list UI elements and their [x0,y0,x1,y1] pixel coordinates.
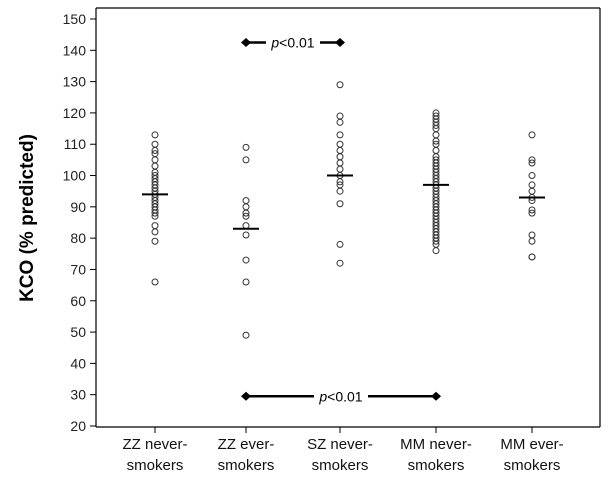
data-point [242,197,250,205]
data-point [242,231,250,239]
data-point [528,206,536,214]
data-point [151,222,159,230]
data-point [432,146,440,154]
data-point [336,159,344,167]
y-tick-label: 40 [70,355,86,371]
data-point [432,247,440,255]
x-tick-label: smokers [312,457,369,474]
data-point [336,240,344,248]
data-point [151,131,159,139]
data-point [432,121,440,129]
x-tick-label: smokers [127,457,184,474]
data-point [242,156,250,164]
data-point [151,228,159,236]
y-tick-label: 60 [70,293,86,309]
y-tick-label: 150 [63,11,87,27]
y-axis-ticks: 20 30 40 50 60 70 80 90 100 110 120 130 140 150 [63,11,96,434]
y-tick-label: 80 [70,230,86,246]
x-tick-label: SZ never- [307,436,373,453]
data-point [528,253,536,261]
data-point [528,209,536,217]
median-lines [142,174,545,230]
data-point [336,178,344,186]
y-tick-label: 130 [63,74,87,90]
data-point [432,131,440,139]
data-point [432,237,440,245]
significance-annotations: p<0.01 p<0.01 [241,34,441,404]
annotation-diamond [241,37,251,47]
data-point [151,140,159,148]
data-point [242,203,250,211]
y-axis-title: KCO (% predicted) [17,134,38,302]
x-tick-label: MM ever- [500,436,563,453]
data-point [242,256,250,264]
data-point [151,278,159,286]
data-point [528,231,536,239]
x-tick-label: ZZ never- [122,436,187,453]
data-point [528,159,536,167]
data-point [336,153,344,161]
annotation-diamond [431,391,441,401]
data-point [336,118,344,126]
data-point [528,172,536,180]
x-tick-label: MM never- [400,436,472,453]
annotation-label: p<0.01 [318,388,362,404]
x-axis-categories: ZZ never-smokers ZZ ever-smokers SZ never-… [122,427,564,474]
data-point [151,156,159,164]
x-tick-label: smokers [218,457,275,474]
data-point [242,209,250,217]
data-point [151,237,159,245]
data-point [432,137,440,145]
annotation-diamond [335,37,345,47]
data-point [336,187,344,195]
data-point [151,209,159,217]
data-point [336,112,344,120]
data-point [528,156,536,164]
annotation-diamond [241,391,251,401]
data-point [336,259,344,267]
y-tick-label: 70 [70,261,86,277]
y-tick-label: 50 [70,324,86,340]
data-point [242,331,250,339]
data-point [528,181,536,189]
data-point [242,212,250,220]
data-point [151,212,159,220]
data-point [151,162,159,170]
y-tick-label: 110 [64,136,87,152]
data-point [528,187,536,195]
data-point [336,131,344,139]
y-tick-label: 20 [70,418,86,434]
data-point [336,81,344,89]
data-point [242,143,250,151]
y-tick-label: 120 [63,105,87,121]
data-points [151,81,536,339]
x-tick-label: ZZ ever- [218,436,275,453]
y-tick-label: 140 [63,42,87,58]
data-point [151,146,159,154]
y-tick-label: 100 [63,168,87,184]
x-tick-label: smokers [408,457,465,474]
x-tick-label: smokers [504,457,561,474]
data-point [242,222,250,230]
data-point [528,237,536,245]
data-point [336,146,344,154]
axes [95,7,601,428]
data-point [336,140,344,148]
y-tick-label: 90 [70,199,86,215]
annotation-label: p<0.01 [270,34,314,50]
data-point [242,278,250,286]
data-point [336,165,344,173]
data-point [336,200,344,208]
y-tick-label: 30 [70,387,86,403]
data-point [528,131,536,139]
